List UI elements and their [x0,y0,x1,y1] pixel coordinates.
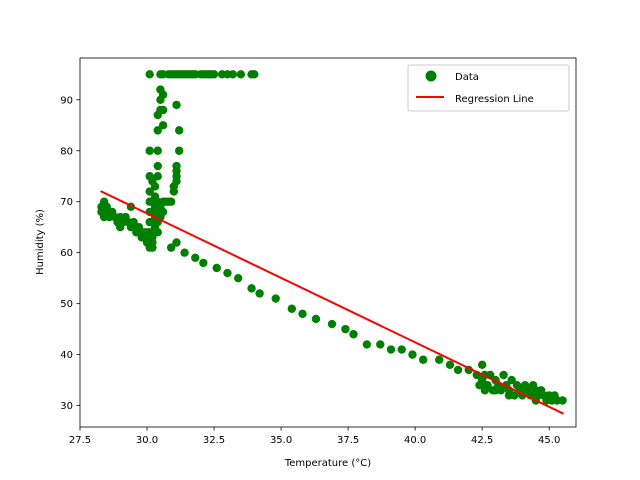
data-point [445,360,455,370]
data-point [341,324,350,334]
data-point [349,330,358,339]
data-point [491,386,500,395]
data-point [233,273,243,283]
x-tick-label: 32.5 [203,435,225,446]
data-point [408,350,417,359]
data-point [158,121,168,130]
data-point [145,146,154,155]
legend: Data Regression Line [407,64,570,112]
data-point [435,355,444,364]
data-point [327,319,337,329]
data-point [172,238,181,247]
x-tick-label: 45.0 [538,435,560,446]
data-point [158,105,168,115]
legend-frame [407,64,570,112]
x-tick-label: 27.5 [69,435,91,446]
data-point [172,161,181,171]
data-point [504,391,514,400]
data-point [175,146,184,155]
data-point [148,243,157,252]
data-point [287,304,297,313]
y-axis: 30 40 50 60 70 80 90 [60,95,80,412]
data-point [228,70,238,79]
x-tick-label: 40.0 [404,435,426,446]
y-tick-label: 30 [60,401,73,412]
legend-data-marker [425,70,437,82]
data-point [153,161,162,171]
data-point [271,294,280,303]
y-axis-label: Humidity (%) [35,209,46,275]
data-point [483,381,492,390]
y-tick-label: 60 [60,248,73,259]
x-tick-label: 37.5 [337,435,359,446]
data-point [158,207,168,217]
x-axis-label: Temperature (°C) [284,458,371,469]
data-point [145,70,154,79]
data-point [199,258,208,268]
regression-layer [100,190,564,415]
data-point [209,70,219,79]
data-point [212,263,221,273]
legend-data-label: Data [455,72,479,83]
y-tick-label: 70 [60,197,73,208]
data-point [247,284,256,293]
y-tick-label: 80 [60,146,73,157]
data-point [236,70,246,79]
y-tick-label: 50 [60,299,73,310]
data-point [180,248,189,257]
data-point [558,396,567,405]
data-point [150,182,160,191]
data-point [175,126,184,135]
data-point [153,146,162,155]
x-tick-label: 35.0 [270,435,292,446]
data-point [397,345,406,354]
y-tick-label: 90 [60,95,73,106]
data-point [418,355,428,364]
data-point [223,268,232,278]
x-axis: 27.5 30.0 32.5 35.0 37.5 40.0 42.5 45.0 [69,427,560,446]
plot-background [80,58,576,427]
regression-line [100,190,564,415]
data-point [311,314,321,324]
data-point [255,289,264,298]
data-point [172,100,181,110]
data-point [250,70,259,79]
data-point [477,360,487,370]
x-tick-label: 30.0 [136,435,158,446]
legend-regression-label: Regression Line [455,94,534,105]
data-point [499,370,508,380]
x-tick-label: 42.5 [471,435,493,446]
data-point [453,365,463,375]
data-point [166,243,176,252]
data-point [191,253,200,262]
data-point [166,197,176,206]
data-point [129,217,138,227]
data-point [158,90,168,99]
data-point [376,340,385,349]
y-tick-label: 40 [60,350,73,361]
data-point [298,309,307,319]
data-point [153,172,162,181]
data-point [362,340,372,349]
plot-frame [79,57,577,428]
data-point [153,126,162,135]
data-point [153,228,162,237]
data-point [145,187,154,196]
data-point [386,345,396,354]
data-point [507,375,516,385]
